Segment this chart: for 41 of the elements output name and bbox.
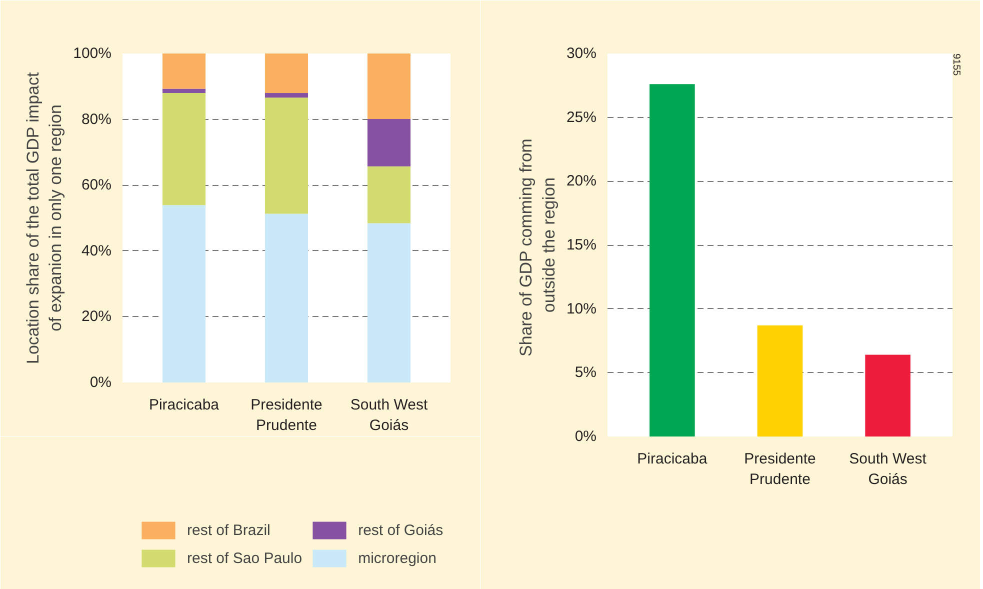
bar [367, 54, 411, 119]
y-tick-label: 80% [81, 110, 112, 128]
y-tick-label: 20% [566, 172, 597, 190]
x-tick-label: Presidente Prudente [250, 396, 322, 434]
y-tick-label: 15% [566, 236, 597, 254]
bar [162, 92, 206, 206]
y-axis-title: Share of GDP comming from outside the region [516, 138, 558, 356]
bar [162, 88, 206, 93]
bar [264, 92, 308, 98]
y-tick-label: 0% [90, 374, 112, 391]
y-tick-label: 100% [73, 45, 112, 62]
bar [367, 223, 411, 382]
x-tick-label: South West Goiás [350, 396, 428, 434]
bar [264, 98, 308, 214]
bar [264, 214, 308, 382]
y-tick-label: 20% [81, 308, 112, 326]
bar [264, 54, 308, 93]
bar [162, 54, 206, 89]
bar [865, 354, 910, 436]
y-tick-label: 25% [566, 108, 597, 126]
legend-label: microregion [358, 550, 436, 566]
legend-label: rest of Brazil [187, 522, 270, 538]
y-tick-label: 30% [566, 45, 597, 62]
bar [162, 205, 206, 382]
legend-label: rest of Sao Paulo [187, 550, 302, 566]
annotation: 9155 [950, 54, 962, 76]
x-tick-label: Piracicaba [637, 450, 708, 468]
y-tick-label: 10% [566, 300, 597, 318]
y-tick-label: 60% [81, 176, 112, 194]
y-tick-label: 5% [574, 364, 597, 382]
y-tick-label: 40% [81, 242, 112, 260]
legend-label: rest of Goiás [358, 522, 444, 538]
x-tick-label: Piracicaba [148, 396, 220, 414]
y-tick-label: 0% [574, 428, 597, 445]
x-tick-label: Presidente Prudente [744, 450, 816, 488]
bar [757, 325, 803, 436]
y-axis-title: Location share of the total GDP impact of expanion in only one region [23, 72, 66, 364]
bar [650, 84, 695, 436]
bar [367, 118, 411, 166]
bar [367, 166, 411, 224]
x-tick-label: South West Goiás [849, 450, 928, 488]
